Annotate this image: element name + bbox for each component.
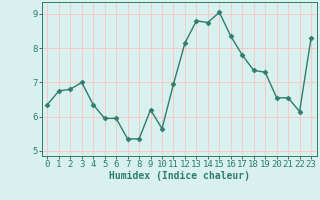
X-axis label: Humidex (Indice chaleur): Humidex (Indice chaleur) [109, 171, 250, 181]
